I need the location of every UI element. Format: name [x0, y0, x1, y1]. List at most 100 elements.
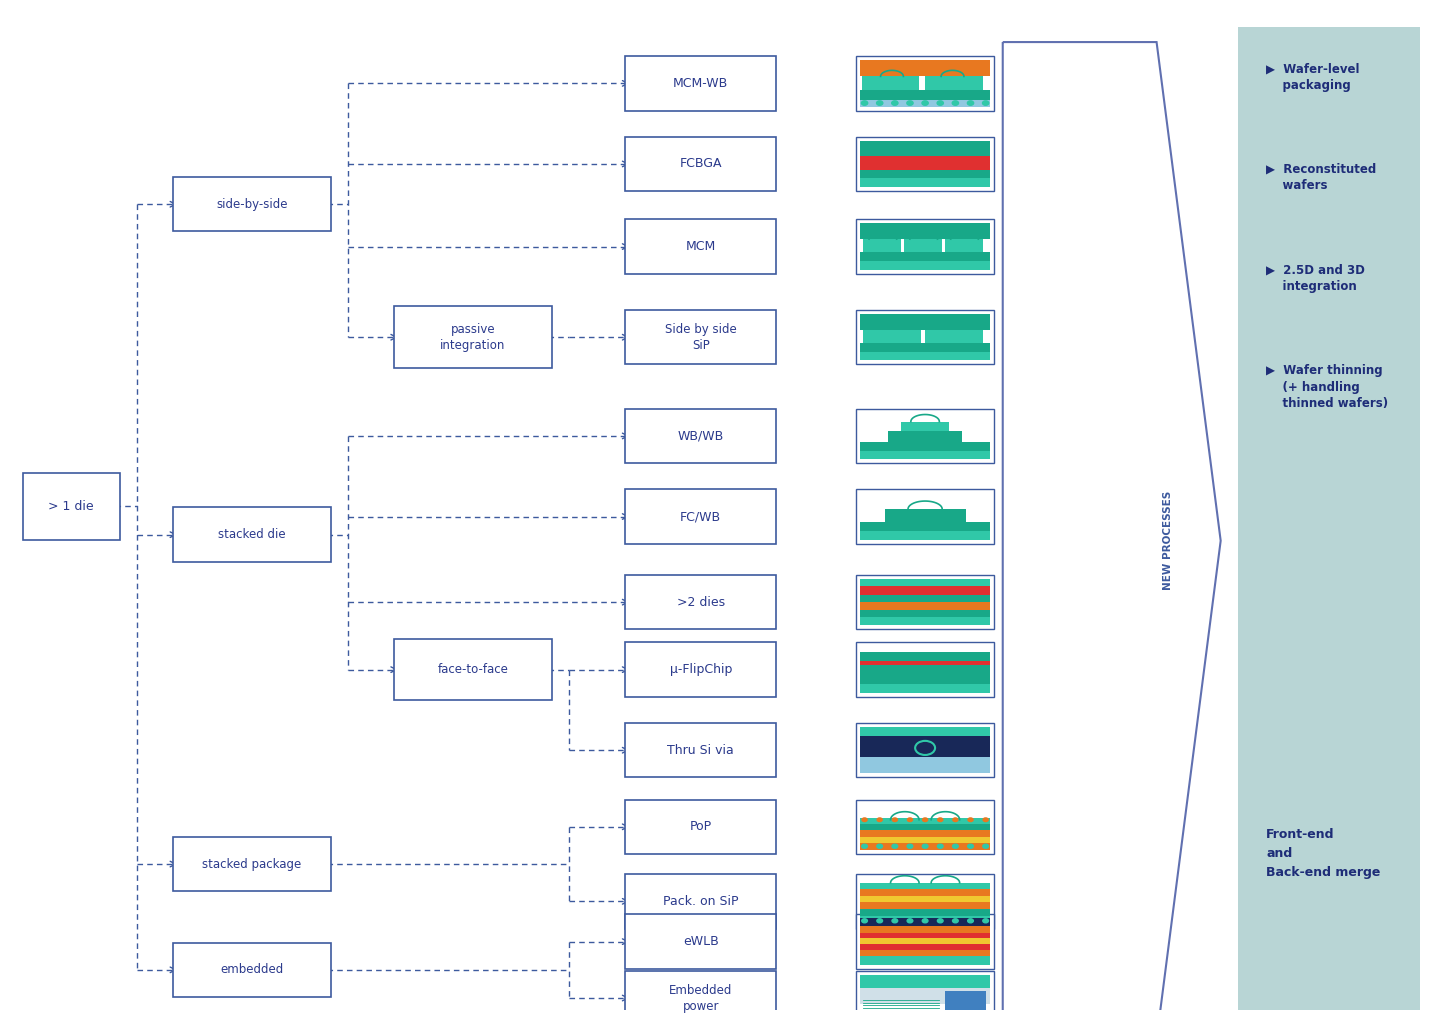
Bar	[861, 595, 990, 602]
FancyBboxPatch shape	[393, 639, 552, 700]
Circle shape	[914, 533, 919, 538]
Circle shape	[897, 453, 902, 457]
Text: MCM: MCM	[685, 240, 716, 253]
Circle shape	[877, 101, 882, 105]
Circle shape	[952, 264, 958, 268]
Circle shape	[888, 180, 894, 184]
Circle shape	[968, 919, 974, 922]
Circle shape	[938, 844, 944, 848]
Circle shape	[982, 817, 988, 822]
Circle shape	[952, 817, 958, 822]
Bar	[861, 170, 990, 178]
Text: ▶  Reconstituted
    wafers: ▶ Reconstituted wafers	[1266, 163, 1377, 192]
Circle shape	[892, 101, 898, 105]
Circle shape	[862, 959, 868, 963]
Bar	[885, 509, 965, 522]
Bar	[861, 916, 990, 924]
Bar	[861, 586, 990, 595]
Circle shape	[922, 959, 928, 963]
FancyBboxPatch shape	[625, 723, 776, 778]
FancyBboxPatch shape	[173, 177, 332, 231]
FancyBboxPatch shape	[857, 310, 994, 364]
Text: >2 dies: >2 dies	[676, 596, 725, 609]
Bar	[861, 957, 990, 965]
Circle shape	[862, 180, 868, 184]
Circle shape	[967, 101, 974, 105]
Circle shape	[982, 453, 988, 457]
FancyBboxPatch shape	[857, 723, 994, 778]
Circle shape	[982, 264, 988, 268]
Circle shape	[861, 453, 868, 457]
Text: PoP: PoP	[689, 821, 712, 834]
Circle shape	[878, 453, 885, 457]
Circle shape	[982, 180, 988, 184]
Text: Pack. on SiP: Pack. on SiP	[664, 895, 738, 908]
Bar	[861, 617, 990, 625]
Text: ▶  2.5D and 3D
    integration: ▶ 2.5D and 3D integration	[1266, 264, 1366, 293]
Circle shape	[948, 533, 954, 538]
Circle shape	[922, 817, 928, 822]
FancyBboxPatch shape	[857, 799, 994, 854]
Circle shape	[970, 180, 975, 184]
Circle shape	[938, 817, 942, 822]
Bar	[861, 343, 990, 352]
Circle shape	[907, 844, 912, 848]
FancyBboxPatch shape	[857, 874, 994, 928]
Circle shape	[942, 180, 948, 184]
Circle shape	[878, 619, 885, 623]
Circle shape	[942, 354, 948, 358]
FancyBboxPatch shape	[625, 409, 776, 463]
Text: embedded: embedded	[220, 963, 283, 976]
Circle shape	[897, 619, 902, 623]
Bar	[861, 579, 990, 586]
Circle shape	[914, 686, 919, 691]
Bar	[861, 60, 990, 76]
Bar	[861, 602, 990, 610]
Circle shape	[892, 919, 898, 922]
FancyBboxPatch shape	[857, 490, 994, 544]
Circle shape	[892, 817, 898, 822]
Bar	[861, 252, 990, 262]
Circle shape	[952, 959, 958, 963]
FancyBboxPatch shape	[173, 943, 332, 997]
Circle shape	[982, 919, 988, 922]
Bar	[861, 178, 990, 187]
Bar	[861, 140, 990, 156]
Text: > 1 die: > 1 die	[49, 500, 94, 513]
Text: passive
integration: passive integration	[440, 323, 506, 351]
Bar	[861, 661, 990, 665]
Bar	[861, 661, 990, 665]
Bar	[861, 824, 990, 831]
Bar	[861, 100, 990, 107]
Text: ▶  Wafer-level
    packaging: ▶ Wafer-level packaging	[1266, 62, 1360, 92]
FancyBboxPatch shape	[173, 507, 332, 562]
Circle shape	[861, 619, 868, 623]
Circle shape	[907, 959, 912, 963]
Circle shape	[877, 817, 882, 822]
Circle shape	[875, 354, 881, 358]
Bar	[904, 239, 942, 252]
FancyBboxPatch shape	[393, 306, 552, 367]
Bar	[861, 939, 990, 944]
Circle shape	[922, 844, 928, 848]
Bar	[861, 950, 990, 957]
Circle shape	[970, 354, 975, 358]
Circle shape	[930, 354, 935, 358]
FancyBboxPatch shape	[857, 56, 994, 111]
Circle shape	[861, 686, 868, 691]
Bar	[861, 610, 990, 617]
Text: ▶  Wafer thinning
    (+ handling
    thinned wafers): ▶ Wafer thinning (+ handling thinned waf…	[1266, 364, 1389, 410]
Circle shape	[922, 264, 928, 268]
Bar	[861, 661, 990, 665]
Circle shape	[914, 453, 919, 457]
Circle shape	[907, 919, 912, 922]
Circle shape	[952, 101, 958, 105]
FancyBboxPatch shape	[857, 642, 994, 697]
Bar	[861, 757, 990, 774]
Circle shape	[938, 959, 944, 963]
Circle shape	[982, 619, 988, 623]
Circle shape	[982, 844, 988, 848]
Circle shape	[965, 686, 971, 691]
Circle shape	[902, 180, 908, 184]
Bar	[862, 76, 919, 91]
